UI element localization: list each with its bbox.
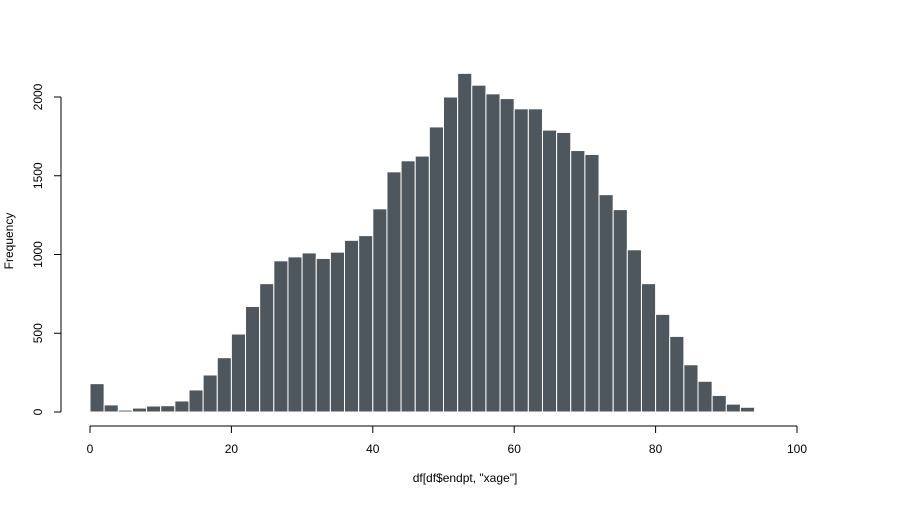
histogram-bar bbox=[89, 383, 105, 413]
histogram-bar bbox=[443, 96, 459, 413]
histogram-bar bbox=[315, 257, 331, 413]
histogram-bar bbox=[372, 208, 388, 413]
histogram-bar bbox=[103, 404, 119, 413]
x-tick-label: 100 bbox=[787, 442, 807, 456]
histogram-bar bbox=[131, 407, 148, 413]
histogram-bar bbox=[174, 400, 190, 413]
histogram-bar bbox=[739, 406, 756, 413]
histogram-bar bbox=[230, 333, 247, 413]
histogram-bar bbox=[273, 260, 289, 413]
x-tick-label: 20 bbox=[225, 442, 239, 456]
histogram-bar bbox=[598, 194, 614, 413]
histogram-bar bbox=[655, 313, 671, 413]
histogram-bar bbox=[584, 153, 600, 413]
x-tick-label: 0 bbox=[87, 442, 94, 456]
histogram-bar bbox=[626, 249, 642, 413]
y-axis-title: Frequency bbox=[2, 213, 16, 270]
x-tick-label: 40 bbox=[366, 442, 380, 456]
y-tick-label: 1500 bbox=[31, 162, 45, 189]
histogram-bar bbox=[725, 403, 741, 413]
histogram-bar bbox=[160, 405, 176, 413]
histogram-bar bbox=[499, 98, 515, 413]
histogram-bar bbox=[216, 357, 232, 413]
y-tick-label: 1000 bbox=[31, 241, 45, 268]
histogram-bar bbox=[669, 335, 685, 413]
histogram-bar bbox=[711, 394, 727, 413]
histogram-bar bbox=[202, 374, 218, 413]
histogram-bar bbox=[683, 364, 699, 413]
histogram-bar bbox=[329, 251, 346, 413]
histogram-bar bbox=[570, 150, 586, 413]
y-tick-label: 0 bbox=[31, 408, 45, 415]
histogram-bar bbox=[754, 410, 770, 413]
histogram-bar bbox=[117, 409, 133, 413]
histogram-bar bbox=[527, 108, 543, 413]
histogram-bar bbox=[640, 283, 657, 413]
histogram-bar bbox=[259, 283, 275, 413]
histogram-bar bbox=[541, 129, 558, 413]
histogram-bar bbox=[556, 131, 572, 413]
histogram-bar bbox=[188, 389, 204, 413]
histogram-bar bbox=[485, 93, 501, 413]
y-axis: 0 500 1000 1500 2000 bbox=[31, 83, 62, 415]
histogram-bar bbox=[358, 235, 374, 413]
histogram-bar bbox=[344, 239, 360, 413]
histogram-bar bbox=[386, 171, 402, 413]
x-axis-title: df[df$endpt, "xage"] bbox=[413, 471, 518, 485]
histogram-bar bbox=[697, 380, 713, 413]
histogram-bar bbox=[301, 252, 317, 413]
histogram-bar bbox=[414, 155, 430, 413]
histogram-bar bbox=[457, 72, 473, 413]
histogram-bar bbox=[400, 160, 416, 413]
histogram-bar bbox=[428, 126, 444, 413]
histogram-bar bbox=[245, 305, 261, 413]
x-tick-label: 80 bbox=[649, 442, 663, 456]
y-tick-label: 2000 bbox=[31, 83, 45, 110]
y-tick-label: 500 bbox=[31, 323, 45, 343]
histogram-bar bbox=[287, 256, 303, 413]
histogram-bar bbox=[146, 405, 162, 413]
x-tick-label: 60 bbox=[508, 442, 522, 456]
histogram-bar bbox=[471, 84, 487, 413]
histogram-bar bbox=[513, 108, 529, 413]
histogram-bar bbox=[612, 209, 628, 413]
bars-group bbox=[89, 72, 770, 413]
x-axis: 0 20 40 60 80 100 bbox=[87, 425, 807, 456]
